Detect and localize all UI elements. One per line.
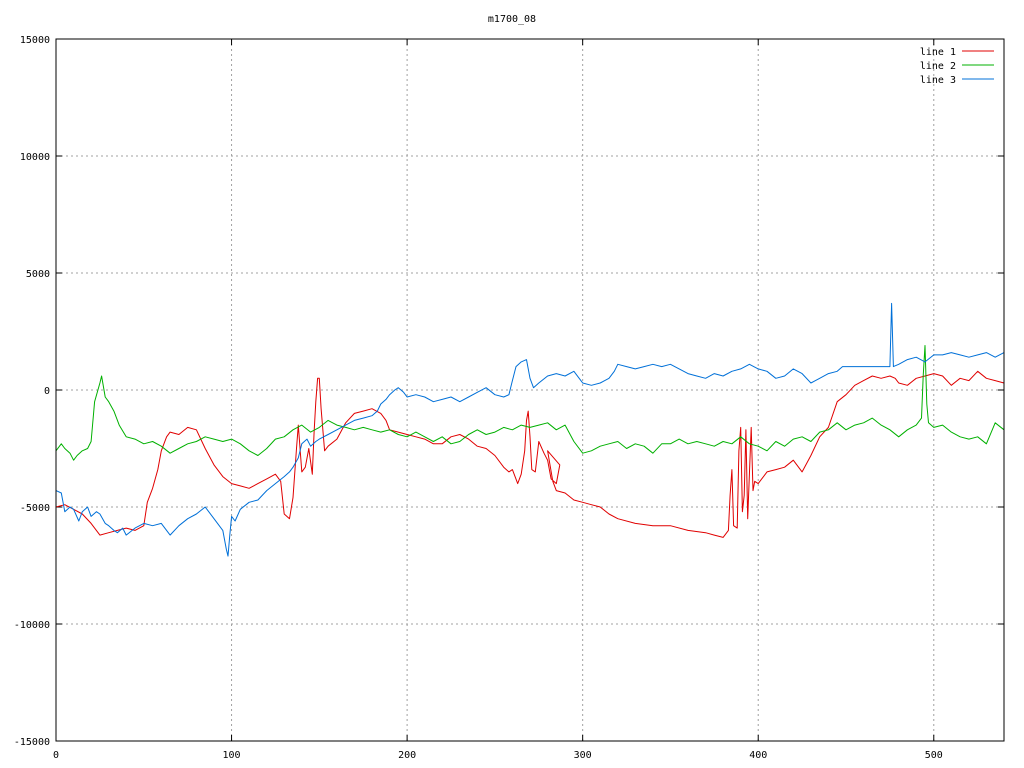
y-tick-label: 15000 (20, 35, 50, 46)
y-tick-label: -10000 (14, 620, 50, 631)
x-tick-label: 400 (749, 750, 767, 761)
plot-frame (55, 38, 1005, 742)
legend-label-1: line 1 (920, 47, 956, 58)
x-tick-label: 0 (53, 750, 59, 761)
x-tick-label: 500 (925, 750, 943, 761)
x-tick-label: 300 (574, 750, 592, 761)
y-tick-label: -5000 (20, 503, 50, 514)
x-axis: 0 100 200 300 400 500 (53, 39, 943, 761)
series-group (55, 302, 1005, 557)
legend-label-2: line 2 (920, 61, 956, 72)
legend-label-3: line 3 (920, 75, 956, 86)
y-tick-label: 0 (44, 386, 50, 397)
y-axis: -15000 -10000 -5000 0 5000 10000 15000 (14, 35, 1004, 748)
y-tick-label: 5000 (26, 269, 50, 280)
y-tick-label: 10000 (20, 152, 50, 163)
grid (56, 39, 1004, 741)
series-line-1 (55, 370, 1005, 538)
legend: line 1 line 2 line 3 (920, 47, 994, 86)
chart-title: m1700_08 (488, 14, 536, 25)
x-tick-label: 100 (223, 750, 241, 761)
series-line-3 (55, 302, 1005, 557)
x-tick-label: 200 (398, 750, 416, 761)
series-line-2 (55, 345, 1005, 461)
y-tick-label: -15000 (14, 737, 50, 748)
